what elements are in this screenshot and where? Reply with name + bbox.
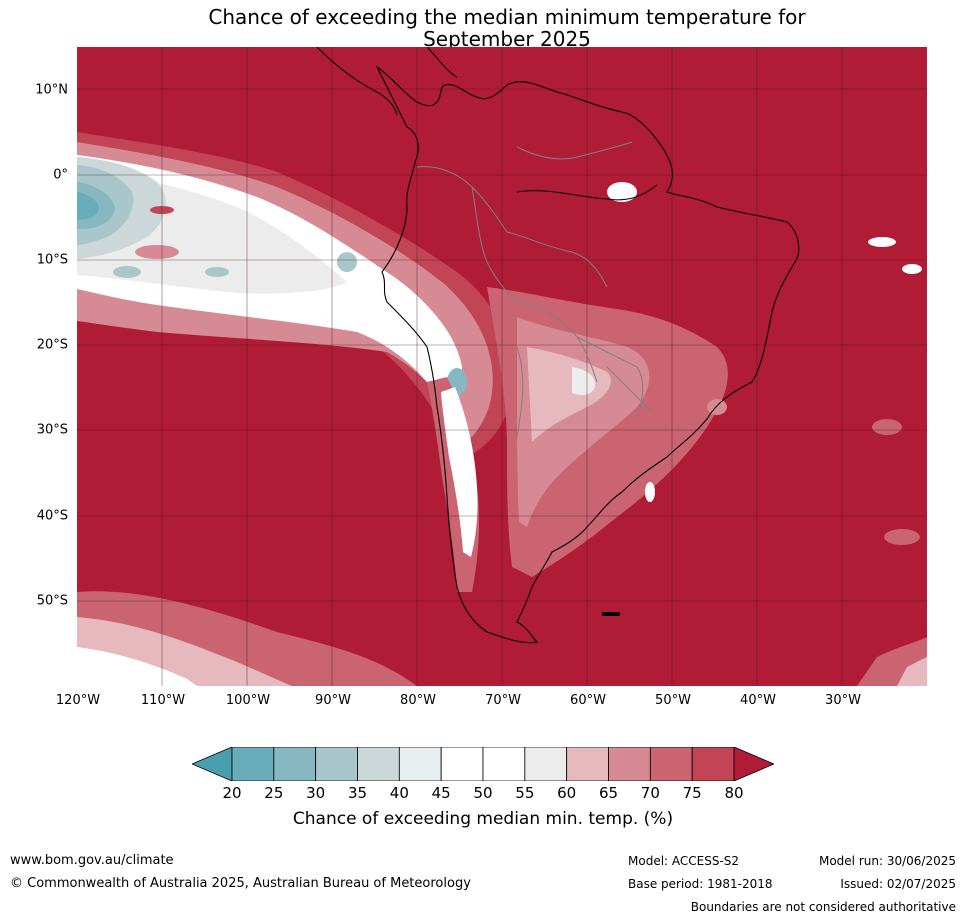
lat-label-10s: 10°S (36, 252, 68, 268)
lon-label-70w: 70°W (485, 693, 521, 708)
colorbar-segment (649, 747, 693, 781)
lat-label-50s: 50°S (36, 593, 68, 609)
lon-label-90w: 90°W (315, 693, 351, 708)
colorbar-tick-label: 70 (640, 784, 660, 802)
lon-label-60w: 60°W (570, 693, 606, 708)
colorbar (192, 747, 774, 781)
colorbar-tick-label: 50 (473, 784, 493, 802)
south-band-white (77, 647, 197, 686)
model-name: Model: ACCESS-S2 (628, 854, 740, 868)
lon-label-50w: 50°W (655, 693, 691, 708)
colorbar-segment (691, 747, 735, 781)
lon-label-80w: 80°W (400, 693, 436, 708)
lon-label-120w: 120°W (55, 693, 101, 708)
colorbar-segment (315, 747, 358, 781)
lon-label-30w: 30°W (825, 693, 861, 708)
amazon-river-mouth (516, 184, 658, 201)
lat-label-10n: 10°N (35, 82, 68, 98)
colorbar-segment (398, 747, 442, 781)
colorbar-tick-label: 40 (389, 784, 409, 802)
atlantic-patch-70b (884, 529, 920, 545)
lat-label-20s: 20°S (36, 337, 68, 353)
colorbar-tick-label: 45 (431, 784, 451, 802)
colorbar-tick-label: 30 (306, 784, 326, 802)
colorbar-tick-label: 60 (557, 784, 577, 802)
pacific-patch-20 (77, 192, 99, 220)
pacific-patch-small-2 (205, 267, 229, 277)
colorbar-label: Chance of exceeding median min. temp. (%… (292, 809, 674, 829)
colorbar-tick-label: 55 (515, 784, 535, 802)
colorbar-under-arrow (192, 747, 233, 781)
colorbar-tick-label: 75 (682, 784, 702, 802)
colorbar-tick-label: 20 (222, 784, 242, 802)
caribbean-coastline (316, 47, 458, 116)
colorbar-segment (273, 747, 317, 781)
copyright-notice: © Commonwealth of Australia 2025, Austra… (10, 876, 471, 891)
issued-date: Issued: 02/07/2025 (840, 877, 956, 891)
colorbar-tick-label: 25 (264, 784, 284, 802)
atlantic-patch-white-2 (902, 264, 922, 274)
colorbar-segment (608, 747, 651, 781)
colorbar-tick-label: 35 (347, 784, 368, 802)
map-title-line1: Chance of exceeding the median minimum t… (208, 5, 806, 29)
colorbar-tick-label: 80 (724, 784, 744, 802)
pacific-patch-small-3 (337, 252, 357, 272)
boundaries-disclaimer: Boundaries are not considered authoritat… (690, 900, 956, 914)
colorbar-segment (231, 747, 275, 781)
lat-label-0: 0° (53, 167, 68, 183)
country-borders (416, 141, 653, 438)
amazon-patch-white (607, 182, 637, 202)
lon-label-40w: 40°W (740, 693, 776, 708)
atlantic-patch-70 (872, 419, 902, 435)
atlantic-patch-white-3 (645, 482, 655, 502)
base-period: Base period: 1981-2018 (628, 877, 773, 891)
colorbar-over-arrow (733, 747, 774, 781)
map-gridlines (77, 47, 927, 686)
website-link[interactable]: www.bom.gov.au/climate (10, 853, 174, 868)
atlantic-patch-65 (707, 399, 727, 415)
continent-band-white (572, 367, 596, 395)
map-title-line2: September 2025 (423, 27, 591, 51)
lat-label-40s: 40°S (36, 508, 68, 524)
colorbar-segment (482, 747, 526, 781)
lon-label-110w: 110°W (140, 693, 186, 708)
model-run-date: Model run: 30/06/2025 (818, 854, 956, 868)
chile-coast-band-white (441, 387, 478, 557)
continent-band-60 (527, 347, 611, 442)
pacific-patch-small-1 (113, 266, 141, 278)
lon-label-100w: 100°W (225, 693, 271, 708)
atlantic-patch-white (868, 237, 896, 247)
colorbar-segment (524, 747, 568, 781)
colorbar-segment (357, 747, 400, 781)
pacific-patch-small-6 (135, 245, 179, 259)
south-east-band-60 (897, 657, 927, 686)
colorbar-tick-label: 65 (598, 784, 619, 802)
south-america-coastline (375, 65, 800, 644)
colorbar-segment (566, 747, 609, 781)
probability-map (77, 47, 927, 686)
colorbar-segment (440, 747, 484, 781)
lat-label-30s: 30°S (36, 422, 68, 438)
falklands-islands (602, 612, 620, 616)
